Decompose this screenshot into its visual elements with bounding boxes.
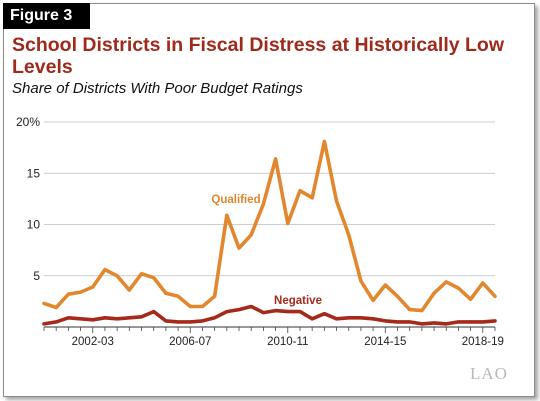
grid-layer bbox=[44, 121, 495, 277]
x-tick-label: 2014-15 bbox=[364, 336, 406, 348]
label-layer: Qualified Negative bbox=[211, 194, 322, 307]
axis-layer: 5 10 15 20% 2002-03 2006-07 2010-11 2014-15 2018… bbox=[16, 115, 504, 348]
x-tick-label: 2018-19 bbox=[462, 336, 504, 348]
series-label-qualified: Qualified bbox=[211, 194, 260, 206]
y-tick-label: 10 bbox=[27, 218, 41, 232]
x-tick-label: 2002-03 bbox=[72, 336, 114, 348]
y-tick-label: 20% bbox=[16, 115, 40, 129]
series-line-negative bbox=[42, 304, 497, 326]
figure-label: Figure 3 bbox=[3, 3, 90, 29]
chart-title: School Districts in Fiscal Distress at H… bbox=[12, 34, 504, 78]
y-tick-label: 5 bbox=[33, 269, 40, 283]
figure-frame bbox=[3, 3, 535, 397]
series-label-negative: Negative bbox=[274, 295, 322, 307]
chart-subtitle: Share of Districts With Poor Budget Rati… bbox=[12, 80, 303, 97]
y-tick-label: 15 bbox=[27, 166, 41, 180]
series-layer bbox=[42, 139, 497, 326]
lao-logo: LAO bbox=[470, 364, 508, 383]
series-line-qualified bbox=[42, 139, 497, 313]
x-tick-label: 2006-07 bbox=[169, 336, 211, 348]
x-tick-label: 2010-11 bbox=[267, 336, 308, 348]
